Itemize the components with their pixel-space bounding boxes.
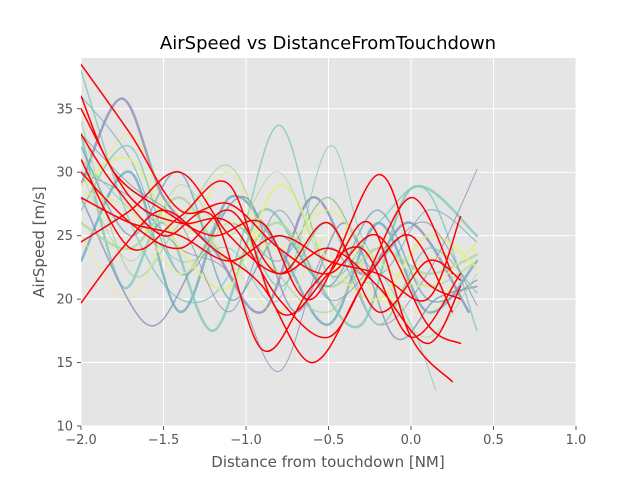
x-tick-label: −1.5 bbox=[148, 433, 180, 448]
series-line-23 bbox=[81, 144, 478, 326]
x-tick-label: 0.0 bbox=[401, 433, 422, 448]
y-tick-label: 35 bbox=[56, 102, 73, 117]
y-tick-label: 30 bbox=[56, 166, 73, 181]
y-axis-ticks: 10 15 20 25 30 35 bbox=[56, 102, 81, 435]
highlight-series-line-2 bbox=[81, 95, 462, 301]
highlight-series-line-4 bbox=[81, 196, 462, 302]
y-tick-label: 20 bbox=[56, 293, 73, 308]
x-tick-label: 0.5 bbox=[483, 433, 504, 448]
x-tick-label: 1.0 bbox=[566, 433, 587, 448]
series-line-17 bbox=[81, 145, 437, 391]
chart-title: AirSpeed vs DistanceFromTouchdown bbox=[160, 33, 496, 54]
highlight-series-line-7 bbox=[81, 171, 462, 313]
x-axis-label: Distance from touchdown [NM] bbox=[211, 453, 444, 471]
highlight-series-line-3 bbox=[81, 133, 462, 353]
x-tick-label: −2.0 bbox=[65, 433, 97, 448]
series-line-10 bbox=[81, 97, 471, 314]
highlight-series-line-0 bbox=[81, 63, 462, 345]
plot-area bbox=[80, 58, 577, 427]
series-line-24 bbox=[81, 133, 478, 313]
x-tick-label: −1.0 bbox=[230, 433, 262, 448]
highlight-series-line-8 bbox=[81, 158, 454, 383]
y-axis-label: AirSpeed [m/s] bbox=[30, 186, 48, 298]
series-line-25 bbox=[81, 171, 478, 338]
y-tick-label: 15 bbox=[56, 356, 73, 371]
y-tick-label: 25 bbox=[56, 229, 73, 244]
series-lines bbox=[81, 63, 479, 391]
x-axis-ticks: −2.0 −1.5 −1.0 −0.5 0.0 0.5 1.0 bbox=[65, 426, 586, 448]
series-line-11 bbox=[81, 133, 478, 302]
x-tick-label: −0.5 bbox=[313, 433, 345, 448]
y-tick-label: 10 bbox=[56, 420, 73, 435]
series-line-12 bbox=[81, 170, 479, 326]
